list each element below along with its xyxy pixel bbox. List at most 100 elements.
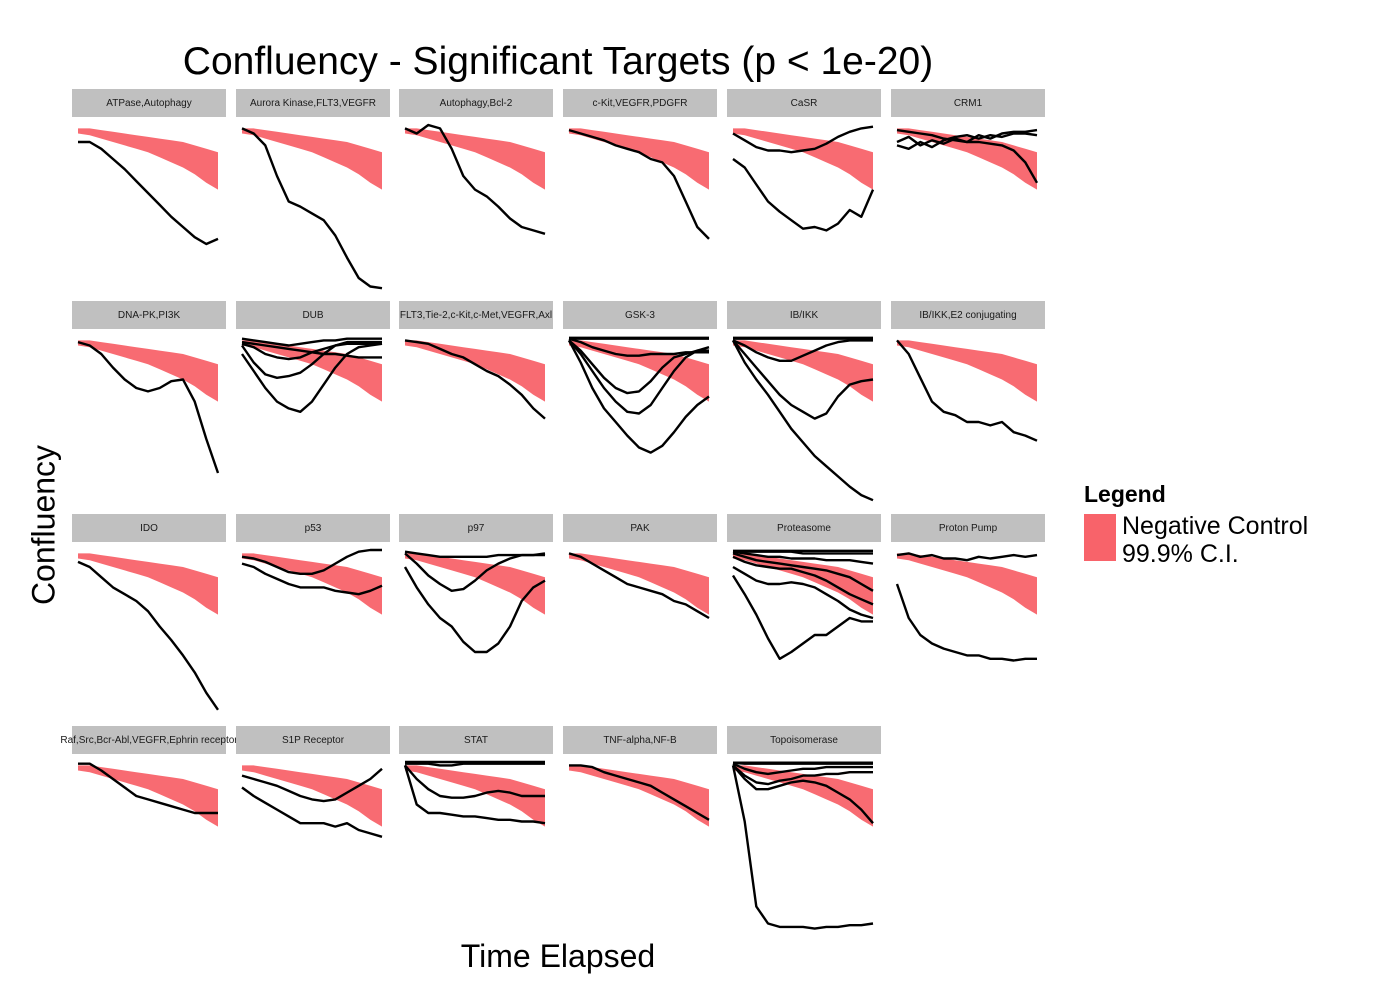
ci-ribbon — [242, 553, 382, 615]
series-line — [405, 762, 545, 767]
facet-panel — [732, 125, 875, 232]
ci-ribbon — [733, 765, 873, 827]
series-line — [732, 555, 874, 606]
ci-ribbon — [405, 765, 545, 827]
facet-panel — [896, 339, 1038, 442]
facet-panel — [78, 128, 219, 246]
series-line — [403, 765, 546, 825]
ci-ribbon — [569, 553, 709, 615]
series-line — [896, 552, 1038, 562]
series-line — [896, 128, 1038, 147]
ci-ribbon — [733, 553, 873, 615]
series-line — [78, 140, 219, 246]
series-line — [568, 339, 710, 415]
series-line — [241, 127, 383, 290]
legend: Legend Negative Control 99.9% C.I. — [1084, 481, 1308, 568]
facet-panel — [403, 760, 546, 827]
ci-ribbon — [733, 340, 873, 402]
facet-panel — [77, 340, 220, 474]
facet-strip-label: Raf,Src,Bcr-Abl,VEGFR,Ephrin receptor — [60, 726, 238, 754]
ci-ribbon — [405, 128, 545, 190]
facet-strip-label: Proton Pump — [891, 514, 1045, 542]
facet-panel — [568, 552, 710, 620]
facet-strip-label: p53 — [236, 514, 390, 542]
series-line — [732, 125, 874, 154]
series-line — [732, 552, 874, 592]
series-line — [77, 340, 220, 474]
legend-title: Legend — [1084, 481, 1166, 507]
ci-ribbon — [242, 128, 382, 190]
series-line — [241, 337, 382, 347]
series-line — [732, 339, 873, 362]
facet-panel — [241, 337, 383, 413]
series-line — [241, 767, 383, 803]
series-line — [895, 583, 1037, 662]
facet-panel — [78, 762, 218, 827]
ci-ribbon — [78, 765, 218, 827]
series-line — [241, 786, 383, 838]
series-line — [568, 128, 710, 240]
legend-label-line1: Negative Control — [1122, 512, 1309, 540]
facet-strip-label: Proteasome — [727, 514, 881, 542]
facet-panel — [896, 128, 1039, 190]
ci-ribbon — [78, 553, 218, 615]
legend-label: Negative Control 99.9% C.I. — [1122, 512, 1308, 568]
facet-panel — [403, 550, 546, 654]
series-line — [731, 574, 873, 660]
facet-strip-label: c-Kit,VEGFR,PDGFR — [563, 89, 717, 117]
series-line — [404, 123, 546, 235]
facet-strip-label: FLT3,Tie-2,c-Kit,c-Met,VEGFR,Axl — [399, 301, 553, 329]
series-line — [78, 762, 218, 815]
series-line — [241, 342, 383, 413]
series-line — [732, 565, 874, 620]
facet-strip-label: IB/IKK,E2 conjugating — [891, 301, 1045, 329]
ci-ribbon — [733, 128, 873, 190]
facet-strip-label: p97 — [399, 514, 553, 542]
facet-strip-label: GSK-3 — [563, 301, 717, 329]
y-axis-title: Confluency — [25, 444, 62, 606]
facet-strip-label: S1P Receptor — [236, 726, 390, 754]
legend-swatch — [1084, 514, 1116, 561]
series-line — [241, 340, 382, 379]
series-line — [732, 764, 873, 786]
series-line — [896, 132, 1038, 150]
series-line — [731, 339, 874, 502]
facet-panel — [731, 549, 874, 660]
ci-ribbon — [569, 340, 709, 402]
series-line — [404, 550, 545, 558]
series-line — [732, 158, 875, 232]
ci-ribbon — [78, 128, 218, 190]
facet-panel — [569, 764, 710, 827]
series-line — [732, 764, 874, 824]
series-line — [404, 339, 546, 420]
series-line — [241, 562, 383, 596]
ci-ribbon — [405, 553, 545, 615]
facet-panel — [77, 553, 219, 711]
series-line — [77, 560, 219, 711]
ci-ribbon — [405, 340, 545, 402]
facet-panel — [241, 765, 383, 838]
series-line — [732, 550, 874, 565]
facet-panel — [404, 123, 546, 235]
facet-strip-label: IB/IKK — [727, 301, 881, 329]
x-axis-title: Time Elapsed — [460, 938, 656, 974]
series-line — [241, 548, 382, 575]
ci-ribbon — [897, 553, 1037, 615]
facet-strip-label: DUB — [236, 301, 390, 329]
facet-strip-label: PAK — [563, 514, 717, 542]
series-line — [568, 339, 709, 395]
facet-panel — [731, 336, 874, 502]
series-line — [732, 339, 874, 420]
facet-panel — [895, 552, 1038, 662]
facet-panel — [404, 339, 546, 420]
facet-panel — [241, 127, 383, 290]
legend-entry: Negative Control 99.9% C.I. — [1084, 512, 1308, 568]
series-line — [568, 337, 709, 357]
series-line — [569, 764, 710, 821]
facet-panel — [241, 548, 383, 615]
series-line — [567, 339, 710, 454]
ci-ribbon — [897, 128, 1037, 190]
facet-strip-label: Aurora Kinase,FLT3,VEGFR — [236, 89, 390, 117]
ci-ribbon — [569, 765, 709, 827]
